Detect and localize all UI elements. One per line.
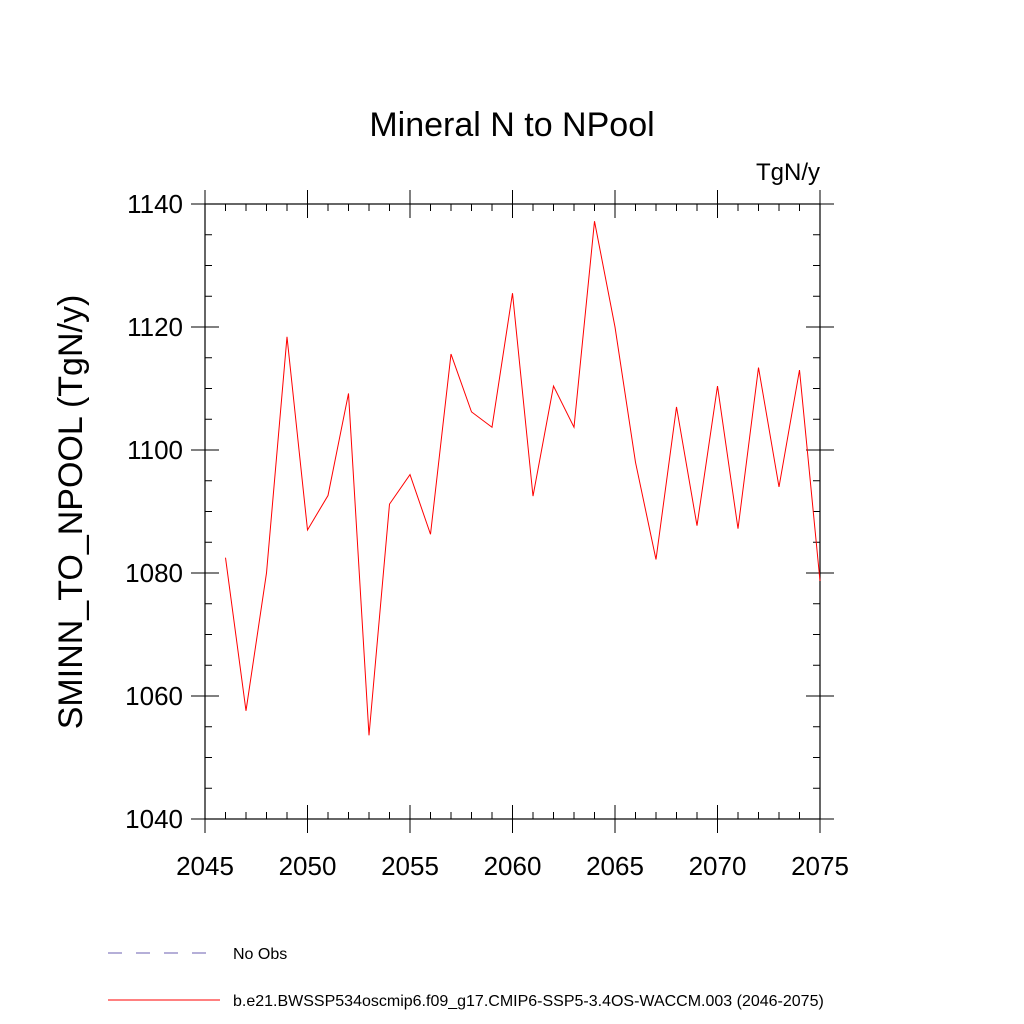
x-tick-label: 2060: [484, 851, 542, 881]
chart-title: Mineral N to NPool: [369, 106, 654, 144]
series-layer: [225, 221, 821, 736]
y-tick-label: 1120: [127, 312, 183, 342]
legend: No Obs b.e21.BWSSP534oscmip6.f09_g17.CMI…: [108, 946, 824, 1010]
y-axis-label: SMINN_TO_NPOOL (TgN/y): [52, 295, 90, 730]
y-axis-ticks: 1040 1060 1080 1100 1120 1140: [125, 189, 834, 834]
units-label: TgN/y: [756, 159, 820, 186]
x-axis-ticks: 2045 2050 2055 2060 2065 2070 2075: [176, 190, 849, 881]
y-tick-label: 1140: [127, 189, 183, 219]
x-tick-label: 2065: [586, 851, 644, 881]
y-tick-label: 1100: [127, 435, 183, 465]
y-tick-label: 1060: [125, 681, 183, 711]
x-tick-label: 2070: [689, 851, 747, 881]
legend-label-model-run: b.e21.BWSSP534oscmip6.f09_g17.CMIP6-SSP5…: [233, 993, 824, 1010]
x-tick-label: 2045: [176, 851, 234, 881]
x-tick-label: 2075: [791, 851, 849, 881]
legend-label-no-obs: No Obs: [233, 946, 287, 963]
x-tick-label: 2055: [381, 851, 439, 881]
series-line: [225, 221, 821, 736]
x-tick-label: 2050: [279, 851, 337, 881]
y-tick-label: 1080: [125, 558, 183, 588]
y-tick-label: 1040: [125, 804, 183, 834]
